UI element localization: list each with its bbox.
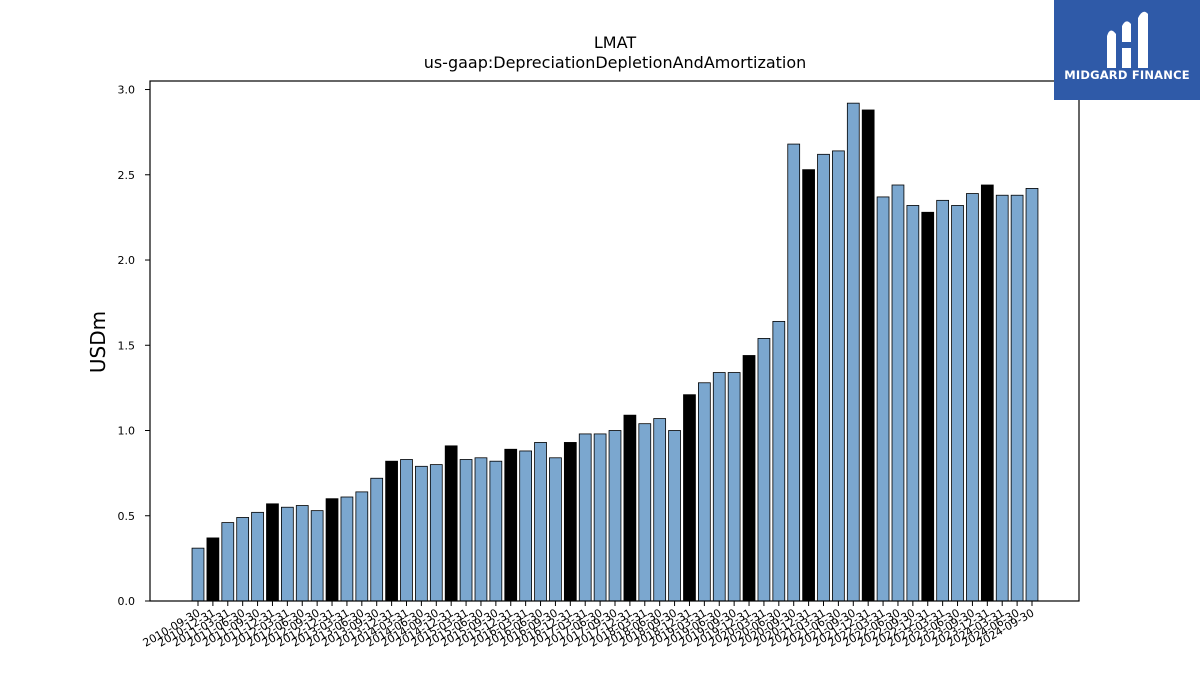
bar-2018-09-30 [668, 430, 681, 602]
bar-2021-09-30 [846, 102, 860, 602]
bar-2021-03-31 [817, 153, 830, 602]
bar-2023-03-31 [936, 199, 950, 602]
y-axis-ticks: 0.0 0.5 1.0 1.5 2.0 2.5 3.0 [118, 84, 150, 608]
y-tick-label: 2.0 [118, 254, 136, 267]
bar-2019-09-30 [727, 372, 741, 602]
y-tick-label: 1.5 [118, 339, 136, 352]
bar-2013-06-30 [355, 491, 369, 602]
bar-2012-06-30 [295, 505, 309, 602]
bar-2020-09-30 [787, 143, 801, 602]
bar-2023-12-31 [980, 184, 994, 602]
bar-2018-03-31 [638, 423, 652, 602]
bar-2017-06-30 [593, 433, 607, 602]
y-tick-label: 3.0 [118, 84, 136, 97]
midgard-m-logo-icon [1107, 11, 1148, 69]
bar-2016-03-31 [519, 450, 533, 602]
bar-2022-06-30 [891, 184, 905, 602]
bar-2018-12-31 [683, 394, 696, 602]
bar-2024-06-30 [1010, 194, 1024, 602]
bar-2010-12-31 [206, 537, 220, 602]
chart-title: LMAT [594, 33, 636, 52]
bar-2015-03-31 [459, 459, 473, 602]
plot-frame [149, 80, 1080, 602]
y-tick-label: 1.0 [118, 425, 136, 438]
bar-2013-09-30 [370, 477, 384, 602]
bar-2024-03-31 [995, 194, 1009, 602]
bar-2010-09-30 [191, 547, 205, 602]
bar-2020-03-31 [757, 338, 771, 602]
y-tick-label: 2.5 [118, 169, 136, 182]
bar-2016-12-31 [563, 442, 577, 602]
bar-2021-12-31 [861, 109, 875, 602]
bar-2023-06-30 [951, 205, 964, 602]
brand-logo: MIDGARD FINANCE [1054, 0, 1200, 100]
bars [191, 102, 1039, 602]
bar-2012-03-31 [280, 506, 294, 602]
bar-2022-09-30 [906, 205, 920, 602]
bar-2016-09-30 [549, 457, 562, 602]
bar-2011-06-30 [236, 517, 250, 602]
bar-2014-03-31 [400, 459, 413, 602]
bar-2014-12-31 [444, 445, 458, 602]
bar-2011-12-31 [266, 503, 279, 602]
bar-2012-09-30 [310, 510, 324, 602]
bar-2011-09-30 [251, 511, 264, 602]
bar-2019-12-31 [742, 355, 756, 602]
chart-subtitle: us-gaap:DepreciationDepletionAndAmortiza… [424, 53, 807, 72]
bar-2021-06-30 [832, 150, 845, 602]
bar-2022-12-31 [921, 211, 935, 602]
y-tick-label: 0.0 [118, 595, 136, 608]
bar-2024-09-30 [1025, 188, 1039, 602]
bar-2018-06-30 [653, 418, 667, 602]
bar-2016-06-30 [534, 442, 547, 602]
brand-name: MIDGARD FINANCE [1064, 68, 1190, 82]
bar-2017-09-30 [608, 430, 622, 602]
y-tick-label: 0.5 [118, 510, 136, 523]
bar-2015-09-30 [489, 460, 503, 602]
bar-2017-03-31 [578, 433, 592, 602]
bar-2015-12-31 [504, 448, 518, 602]
bar-2015-06-30 [474, 457, 488, 602]
bar-2014-06-30 [415, 465, 428, 602]
bar-2012-12-31 [325, 498, 339, 602]
bar-2014-09-30 [429, 464, 443, 602]
bar-2020-12-31 [802, 169, 815, 602]
bar-2020-06-30 [772, 320, 786, 602]
bar-2017-12-31 [623, 414, 637, 602]
bar-2023-09-30 [966, 193, 979, 602]
bar-2019-06-30 [712, 372, 726, 602]
bar-2011-03-31 [221, 522, 235, 602]
x-axis-ticks: 2010-09-302010-12-312011-03-312011-06-30… [141, 601, 1037, 650]
bar-2013-12-31 [385, 460, 398, 602]
bar-2022-03-31 [876, 196, 890, 602]
bar-2013-03-31 [340, 496, 354, 602]
bar-2019-03-31 [698, 382, 711, 602]
y-axis-label: USDm [86, 311, 110, 373]
